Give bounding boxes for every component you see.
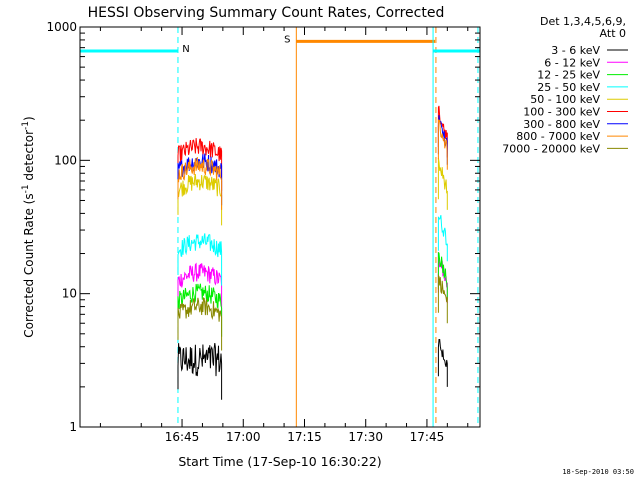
x-axis-label: Start Time (17-Sep-10 16:30:22)	[178, 454, 381, 469]
series-trace	[437, 339, 448, 387]
series-3-6-kev	[177, 339, 448, 400]
legend-label: 25 - 50 keV	[537, 81, 600, 94]
series-trace	[437, 157, 448, 210]
series-trace	[177, 283, 223, 337]
chart-title: HESSI Observing Summary Count Rates, Cor…	[88, 5, 445, 21]
flag-label: S	[284, 34, 290, 45]
series-trace	[177, 262, 223, 317]
legend-header-line1: Det 1,3,4,5,6,9,	[540, 15, 626, 28]
plot-frame	[79, 26, 481, 428]
series-trace	[437, 119, 448, 170]
legend-header-line2: Att 0	[600, 27, 626, 40]
legend-label: 12 - 25 keV	[537, 69, 600, 82]
y-tick-label: 100	[54, 153, 77, 167]
legend-label: 50 - 100 keV	[530, 93, 600, 106]
series-trace	[177, 233, 223, 286]
series-300-800-kev	[177, 115, 448, 206]
series-trace	[177, 156, 223, 210]
series-trace	[437, 273, 448, 324]
series-trace	[437, 214, 448, 262]
y-tick-label: 10	[62, 287, 77, 301]
series-trace	[177, 173, 223, 226]
series-7000-20000-kev	[177, 273, 448, 351]
legend-label: 7000 - 20000 keV	[502, 142, 600, 155]
legend-label: 3 - 6 keV	[551, 44, 600, 57]
flag-layer: NS	[80, 27, 480, 427]
footer-date: 18-Sep-2010 03:50	[562, 468, 634, 476]
legend-label: 6 - 12 keV	[544, 56, 600, 69]
y-tick-label: 1	[69, 420, 77, 434]
x-tick-label: 17:30	[348, 430, 383, 444]
series-layer	[177, 105, 448, 400]
y-axis-label-sup2: -1	[21, 121, 31, 130]
legend-label: 100 - 300 keV	[523, 106, 600, 119]
axis-layer: 16:45 17:00 17:15 17:30 17:45 1 10 100 1000	[46, 20, 480, 444]
series-trace	[177, 343, 223, 400]
x-tick-label: 17:15	[287, 430, 322, 444]
flag-label: N	[182, 44, 189, 55]
series-100-300-kev	[177, 105, 448, 191]
series-50-100-kev	[177, 157, 448, 226]
y-axis-label: Corrected Count Rate (s-1 detector-1)	[21, 116, 36, 337]
x-tick-label: 17:45	[410, 430, 445, 444]
x-tick-label: 16:45	[165, 430, 200, 444]
series-trace	[177, 138, 223, 191]
series-800-7000-kev	[177, 119, 448, 210]
y-axis-label-sup1: -1	[21, 184, 31, 193]
y-axis-label-main: Corrected Count Rate (s	[22, 193, 36, 337]
y-tick-label: 1000	[46, 20, 77, 34]
series-trace	[437, 105, 448, 158]
series-trace	[177, 297, 223, 351]
series-12-25-kev	[177, 251, 448, 337]
y-axis-label-end: )	[22, 116, 36, 121]
legend-label: 800 - 7000 keV	[516, 130, 600, 143]
legend-label: 300 - 800 keV	[523, 118, 600, 131]
y-axis-label-mid: detector	[22, 130, 36, 185]
series-25-50-kev	[177, 214, 448, 286]
series-trace	[437, 251, 448, 300]
x-tick-label: 17:00	[226, 430, 261, 444]
